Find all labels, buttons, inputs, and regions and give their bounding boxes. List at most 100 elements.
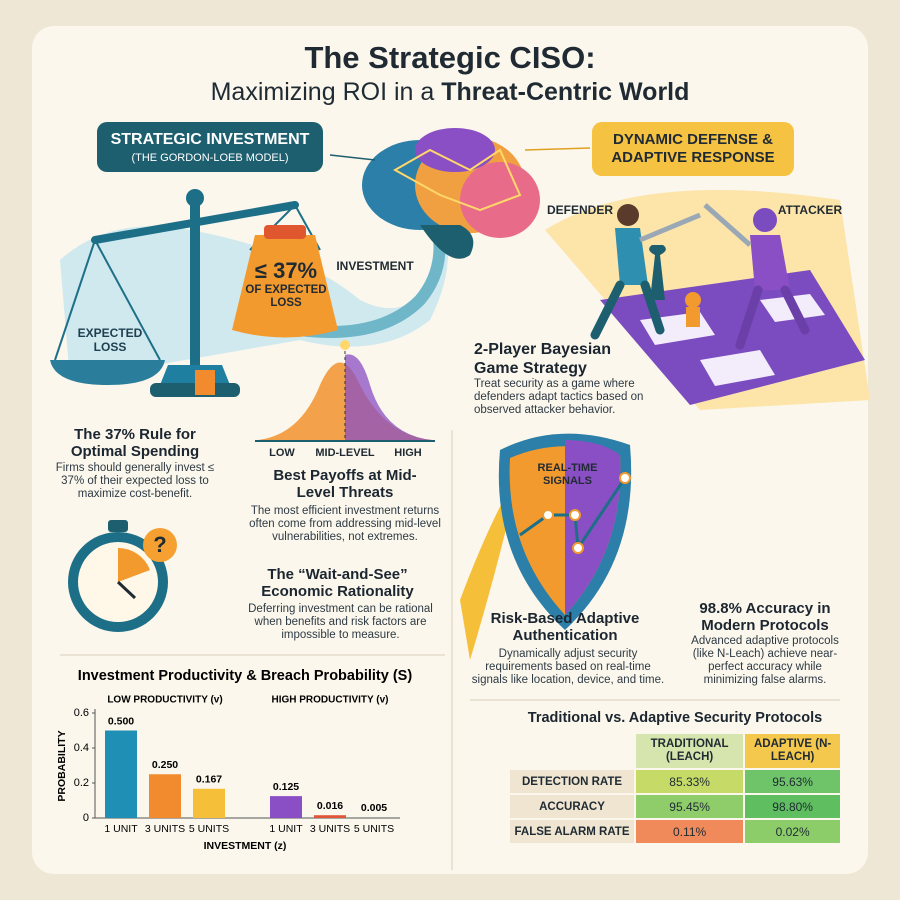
- investment-label: INVESTMENT: [336, 259, 414, 273]
- y-tick-label: 0.4: [74, 742, 89, 754]
- weight-handle: [264, 225, 306, 239]
- value-label: 0.500: [108, 715, 134, 727]
- bar: [193, 788, 225, 818]
- row-label: FALSE ALARM RATE: [510, 820, 634, 843]
- heading: Risk-Based Adaptive Authentication: [490, 610, 640, 644]
- curve-label: HIGH: [394, 447, 422, 459]
- brain: [415, 128, 495, 172]
- table-row: DETECTION RATE 85.33% 95.63%: [510, 770, 840, 793]
- y-axis-label: PROBABILITY: [56, 730, 68, 801]
- question-bubble: [143, 528, 177, 562]
- signal-points: [542, 472, 631, 554]
- heading: 2-Player Bayesian Game Strategy: [474, 341, 611, 377]
- value-label: 0.250: [152, 759, 178, 771]
- x-tick-label: 3 UNITS: [145, 823, 185, 835]
- cell: 0.11%: [636, 820, 744, 843]
- title: The Strategic CISO:: [304, 40, 596, 75]
- column-header: TRADITIONAL (LEACH): [636, 734, 744, 768]
- curve-label: MID-LEVEL: [315, 447, 375, 459]
- banner: STRATEGIC INVESTMENT (THE GORDON-LOEB MO…: [97, 122, 323, 172]
- banner-subtitle: (THE GORDON-LOEB MODEL): [131, 152, 289, 164]
- wave-stream: [294, 224, 446, 338]
- weight: [232, 235, 338, 338]
- scale-string: [54, 239, 96, 361]
- value-label: 0.167: [196, 774, 222, 786]
- heading: Best Payoffs at Mid-Level Threats: [273, 467, 417, 501]
- banner: DYNAMIC DEFENSE & ADAPTIVE RESPONSE: [592, 122, 794, 176]
- row-label: ACCURACY: [510, 795, 634, 818]
- x-tick-label: 1 UNIT: [269, 823, 303, 835]
- banner-title: DYNAMIC DEFENSE & ADAPTIVE RESPONSE: [611, 131, 775, 166]
- table-row: FALSE ALARM RATE 0.11% 0.02%: [510, 820, 840, 843]
- heading: 98.8% Accuracy in Modern Protocols: [699, 600, 831, 634]
- signals-label: REAL-TIME SIGNALS: [537, 462, 598, 487]
- description: Dynamically adjust security requirements…: [471, 648, 665, 686]
- y-tick-label: 0.6: [74, 707, 89, 719]
- value-label: 0.016: [317, 800, 343, 812]
- attacker-head: [753, 208, 777, 232]
- cell: 95.63%: [745, 770, 840, 793]
- defender-body: [615, 228, 648, 285]
- role-label: DEFENDER: [546, 203, 613, 217]
- table-title: Traditional vs. Adaptive Security Protoc…: [527, 710, 823, 726]
- chess-pawn: [686, 307, 700, 327]
- group-label: LOW PRODUCTIVITY (v): [107, 695, 222, 706]
- group-label: HIGH PRODUCTIVITY (v): [271, 695, 388, 706]
- connector: [524, 147, 591, 151]
- x-tick-label: 1 UNIT: [104, 823, 138, 835]
- cell: 98.80%: [745, 795, 840, 818]
- brain-stem: [420, 225, 474, 259]
- bar: [270, 796, 302, 818]
- scale-accent: [195, 370, 215, 395]
- scale-pole: [190, 205, 200, 375]
- row-label: DETECTION RATE: [510, 770, 634, 793]
- weight-label: OF EXPECTED LOSS: [245, 284, 327, 309]
- description: Firms should generally invest ≤ 37% of t…: [55, 462, 215, 500]
- bar: [314, 815, 346, 818]
- x-axis-label: INVESTMENT (z): [204, 840, 287, 852]
- attacker-body: [750, 235, 790, 290]
- bar: [358, 817, 390, 818]
- x-tick-label: 5 UNITS: [189, 823, 229, 835]
- column-header: ADAPTIVE (N-LEACH): [745, 734, 840, 768]
- table-row: ACCURACY 95.45% 98.80%: [510, 795, 840, 818]
- curve-label: LOW: [269, 447, 295, 459]
- comparison-table: TRADITIONAL (LEACH) ADAPTIVE (N-LEACH) D…: [508, 732, 842, 845]
- description: Treat security as a game where defenders…: [474, 378, 644, 416]
- chess-king: [649, 245, 666, 300]
- defender-legs: [590, 280, 665, 340]
- table-header: TRADITIONAL (LEACH) ADAPTIVE (N-LEACH): [510, 734, 840, 768]
- chess-pawn: [685, 292, 701, 308]
- stopwatch-sector: [118, 547, 150, 582]
- x-tick-label: 5 UNITS: [354, 823, 394, 835]
- scale-top: [186, 189, 204, 207]
- connector: [329, 154, 376, 161]
- value-label: 0.125: [273, 781, 299, 793]
- weight-value: ≤ 37%: [254, 258, 318, 283]
- scale-string: [94, 239, 161, 361]
- network: [392, 148, 522, 212]
- bar: [149, 774, 181, 818]
- x-tick-label: 3 UNITS: [310, 823, 350, 835]
- stopwatch-crown: [108, 520, 128, 532]
- y-tick-label: 0: [83, 812, 89, 824]
- question-mark: ?: [153, 532, 166, 557]
- role-label: ATTACKER: [777, 203, 843, 217]
- subtitle-emphasis: Threat-Centric World: [441, 78, 690, 106]
- defender-sword: [639, 212, 701, 243]
- y-tick-label: 0.2: [74, 777, 89, 789]
- subtitle: Maximizing ROI in a Threat-Centric World: [0, 78, 900, 107]
- description: Deferring investment can be rational whe…: [248, 603, 433, 641]
- bar-chart: Investment Productivity & Breach Probabi…: [56, 668, 413, 852]
- bell-curve-right: [345, 354, 432, 440]
- scale-label: EXPECTED LOSS: [77, 326, 143, 354]
- banner-title: STRATEGIC INVESTMENT: [110, 131, 310, 148]
- curve-peak: [340, 340, 350, 350]
- attacker-legs: [735, 285, 810, 350]
- stopwatch-hand: [116, 580, 137, 600]
- bar: [105, 730, 137, 818]
- cell: 85.33%: [636, 770, 744, 793]
- scale-beam: [91, 201, 299, 244]
